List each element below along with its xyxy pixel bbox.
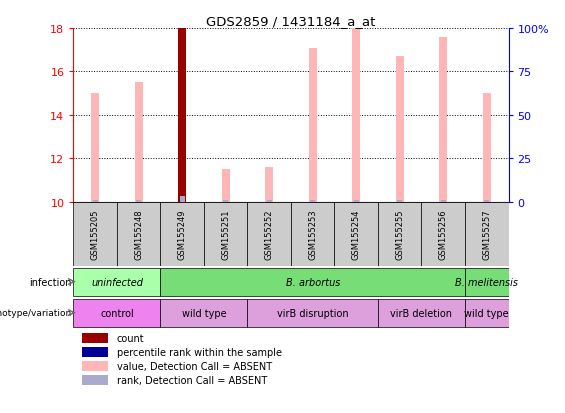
Bar <box>354 201 359 202</box>
Text: GSM155252: GSM155252 <box>265 209 273 259</box>
Bar <box>180 196 185 202</box>
Text: GSM155249: GSM155249 <box>178 209 186 259</box>
Bar <box>73 268 160 296</box>
Text: GSM155256: GSM155256 <box>439 209 447 260</box>
Bar <box>465 299 508 327</box>
Bar <box>266 168 273 202</box>
Bar <box>465 202 508 266</box>
Bar <box>117 202 160 266</box>
Bar <box>93 201 98 202</box>
Text: wild type: wild type <box>182 308 226 318</box>
Bar <box>247 202 291 266</box>
Bar <box>378 202 421 266</box>
Bar <box>82 361 108 371</box>
Bar <box>179 29 186 202</box>
Text: rank, Detection Call = ABSENT: rank, Detection Call = ABSENT <box>117 375 267 385</box>
Text: control: control <box>100 308 134 318</box>
Bar <box>465 268 508 296</box>
Bar <box>204 202 247 266</box>
Bar <box>440 38 447 202</box>
Bar <box>421 202 465 266</box>
Text: GSM155255: GSM155255 <box>396 209 404 259</box>
Bar <box>92 94 99 202</box>
Bar <box>267 201 272 202</box>
Text: GSM155251: GSM155251 <box>221 209 230 259</box>
Title: GDS2859 / 1431184_a_at: GDS2859 / 1431184_a_at <box>206 15 376 28</box>
Text: count: count <box>117 333 145 343</box>
Text: GSM155253: GSM155253 <box>308 209 317 260</box>
Bar <box>160 299 247 327</box>
Bar <box>396 57 403 202</box>
Bar <box>82 333 108 343</box>
Bar <box>247 299 378 327</box>
Text: uninfected: uninfected <box>91 277 143 287</box>
Text: virB disruption: virB disruption <box>277 308 349 318</box>
Bar <box>378 299 465 327</box>
Bar <box>223 201 228 202</box>
Bar <box>441 201 446 202</box>
Text: infection: infection <box>29 277 71 287</box>
Bar <box>334 202 378 266</box>
Bar <box>222 170 229 202</box>
Text: wild type: wild type <box>464 308 509 318</box>
Text: GSM155248: GSM155248 <box>134 209 143 260</box>
Bar <box>291 202 334 266</box>
Bar <box>160 202 204 266</box>
Text: virB deletion: virB deletion <box>390 308 453 318</box>
Text: genotype/variation: genotype/variation <box>0 309 71 317</box>
Text: B. arbortus: B. arbortus <box>285 277 340 287</box>
Text: GSM155205: GSM155205 <box>91 209 99 259</box>
Text: GSM155254: GSM155254 <box>352 209 360 259</box>
Bar <box>73 299 160 327</box>
Text: percentile rank within the sample: percentile rank within the sample <box>117 347 282 357</box>
Bar <box>136 201 141 202</box>
Text: GSM155257: GSM155257 <box>483 209 491 260</box>
Bar <box>82 347 108 357</box>
Bar <box>483 94 490 202</box>
Text: B. melitensis: B. melitensis <box>455 277 518 287</box>
Bar <box>397 201 402 202</box>
Text: value, Detection Call = ABSENT: value, Detection Call = ABSENT <box>117 361 272 371</box>
Bar <box>353 29 360 202</box>
Bar <box>484 201 489 202</box>
Bar <box>160 268 465 296</box>
Bar <box>73 202 117 266</box>
Bar <box>309 48 316 202</box>
Bar <box>310 201 315 202</box>
Bar <box>135 83 142 202</box>
Bar <box>82 375 108 385</box>
